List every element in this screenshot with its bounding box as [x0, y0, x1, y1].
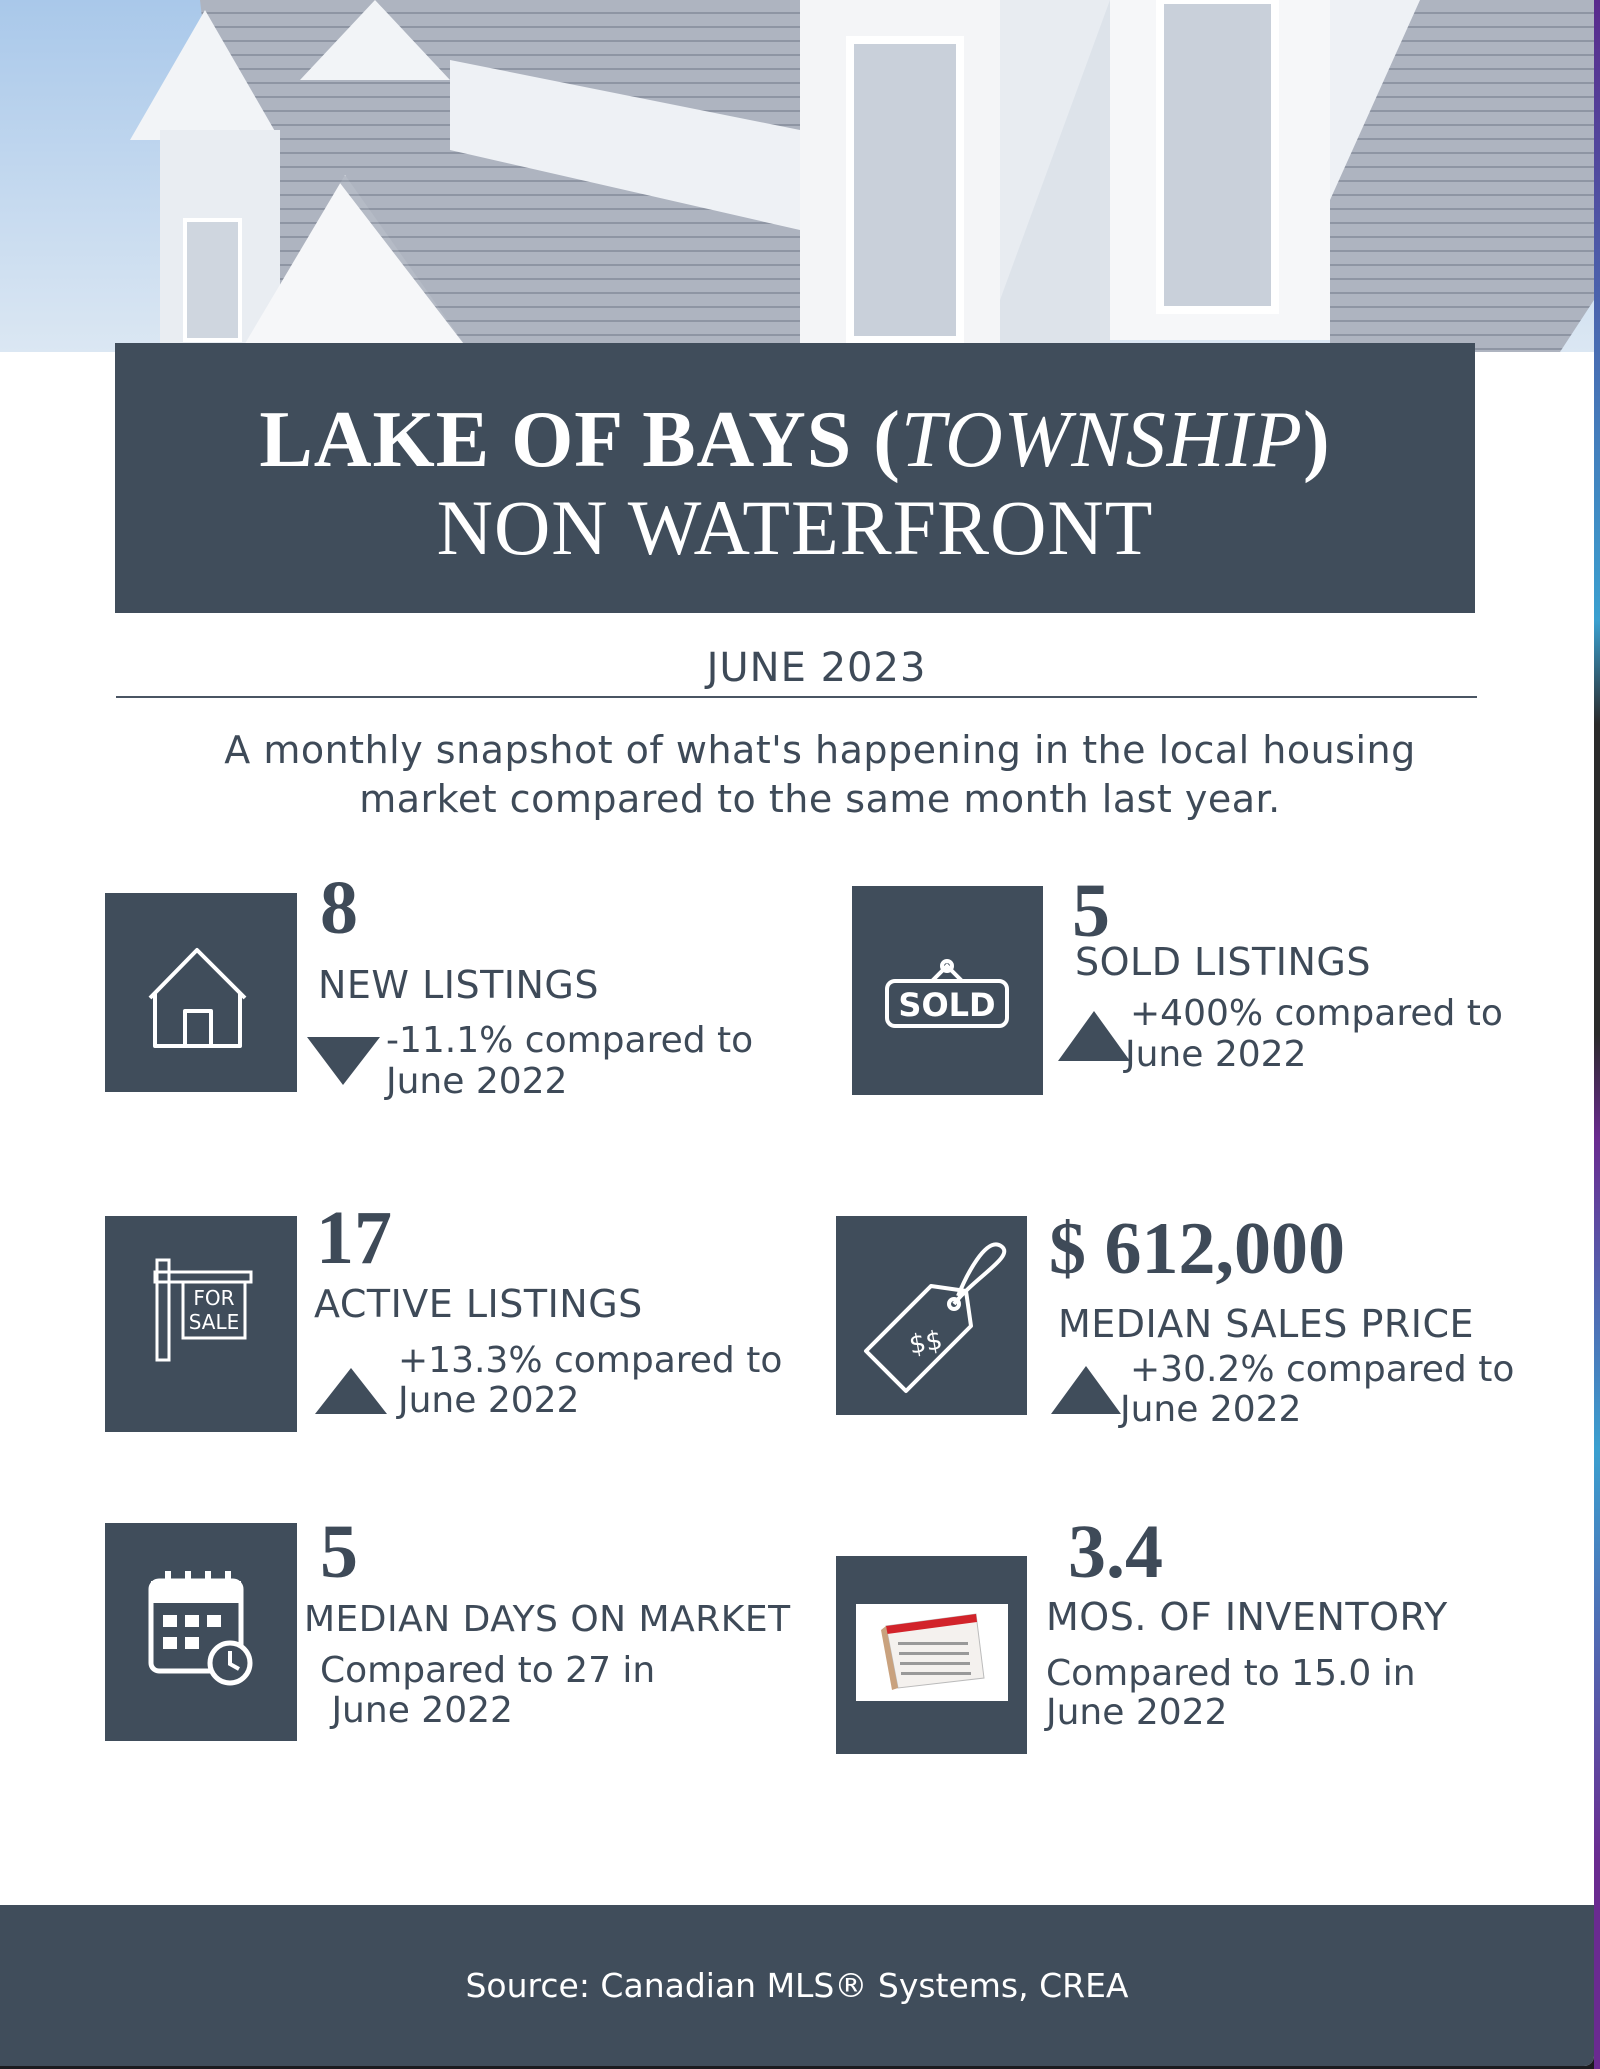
inventory-period: June 2022	[1046, 1692, 1228, 1733]
page-subtitle: NON WATERFRONT	[436, 484, 1154, 571]
inventory-icon-tile	[836, 1556, 1027, 1754]
desk-calendar-icon	[856, 1604, 1008, 1701]
median-price-value: $ 612,000	[1049, 1208, 1345, 1290]
active-listings-label: ACTIVE LISTINGS	[314, 1282, 643, 1326]
trend-down-icon	[307, 1037, 380, 1085]
for-sale-text-bottom: SALE	[189, 1310, 240, 1334]
intro-text: A monthly snapshot of what's happening i…	[224, 728, 1416, 821]
sold-listings-period: June 2022	[1125, 1034, 1307, 1075]
price-tag-icon: $$	[864, 1242, 1006, 1393]
calendar-clock-icon	[148, 1571, 253, 1686]
house-icon	[148, 948, 247, 1048]
trend-up-icon	[1051, 1366, 1121, 1414]
sold-listings-value: 5	[1072, 869, 1110, 953]
price-tag-icon-tile: $$	[836, 1216, 1027, 1415]
active-listings-period: June 2022	[398, 1380, 580, 1421]
window-edge	[1594, 0, 1600, 2069]
report-month: JUNE 2023	[706, 645, 927, 691]
for-sale-icon-tile: FOR SALE	[105, 1216, 297, 1432]
days-on-market-value: 5	[320, 1510, 358, 1594]
for-sale-text-top: FOR	[193, 1286, 234, 1310]
trend-up-icon	[315, 1368, 387, 1414]
days-on-market-period: June 2022	[320, 1690, 513, 1731]
title-banner: LAKE OF BAYS (TOWNSHIP) NON WATERFRONT	[115, 343, 1475, 613]
sold-listings-label: SOLD LISTINGS	[1075, 940, 1371, 984]
sold-icon-tile: SOLD	[852, 886, 1043, 1095]
house-icon-tile	[105, 893, 297, 1092]
new-listings-change: -11.1% compared to	[386, 1020, 754, 1061]
median-price-period: June 2022	[1120, 1389, 1302, 1430]
new-listings-period: June 2022	[386, 1061, 568, 1102]
days-on-market-comparison: Compared to 27 in	[320, 1650, 656, 1691]
median-price-change: +30.2% compared to	[1130, 1349, 1515, 1390]
sold-sign-icon: SOLD	[885, 959, 1009, 1028]
inventory-value: 3.4	[1068, 1510, 1163, 1594]
divider	[116, 696, 1477, 698]
house-roof-photo	[0, 0, 1594, 352]
source-footer: Source: Canadian MLS® Systems, CREA	[0, 1905, 1594, 2066]
inventory-label: MOS. OF INVENTORY	[1046, 1595, 1448, 1639]
new-listings-label: NEW LISTINGS	[318, 963, 599, 1007]
calendar-icon-tile	[105, 1523, 297, 1741]
active-listings-change: +13.3% compared to	[398, 1340, 783, 1381]
trend-up-icon	[1058, 1011, 1130, 1061]
new-listings-value: 8	[320, 866, 358, 950]
active-listings-value: 17	[316, 1196, 392, 1280]
inventory-comparison: Compared to 15.0 in	[1046, 1653, 1416, 1694]
median-price-label: MEDIAN SALES PRICE	[1058, 1302, 1475, 1346]
page-title: LAKE OF BAYS (TOWNSHIP)	[259, 396, 1331, 484]
sold-sign-text: SOLD	[898, 986, 995, 1024]
price-tag-text: $$	[907, 1325, 945, 1360]
days-on-market-label: MEDIAN DAYS ON MARKET	[304, 1599, 791, 1640]
sold-listings-change: +400% compared to	[1130, 993, 1503, 1034]
